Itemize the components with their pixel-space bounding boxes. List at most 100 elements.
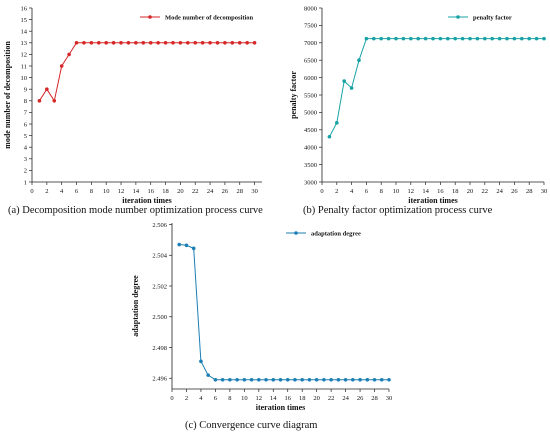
x-tick-label-b: 8 xyxy=(380,188,383,195)
data-point-b xyxy=(520,36,524,41)
data-point-c xyxy=(271,377,276,382)
x-tick-label-c: 0 xyxy=(170,395,173,402)
legend-marker-c xyxy=(294,231,298,235)
data-point-b xyxy=(431,36,435,41)
data-point-c xyxy=(372,377,377,382)
x-tick-label-a: 6 xyxy=(75,188,79,195)
y-tick-label-c: 2.502 xyxy=(152,283,167,290)
data-point-c xyxy=(220,377,225,382)
x-axis-title-b: iteration times xyxy=(408,196,458,205)
data-point-c xyxy=(293,377,297,382)
data-point-b xyxy=(401,36,406,41)
x-tick-label-c: 6 xyxy=(214,395,218,402)
y-tick-label-b: 5000 xyxy=(304,110,317,117)
data-point-b xyxy=(423,36,428,41)
data-point-c xyxy=(242,377,247,382)
data-point-a xyxy=(156,41,160,45)
y-axis-title-c: adaptation degree xyxy=(131,275,140,337)
data-point-a xyxy=(171,41,175,45)
data-point-b xyxy=(379,36,384,41)
y-tick-label-a: 4 xyxy=(24,145,28,152)
data-point-c xyxy=(314,377,319,382)
x-tick-label-b: 20 xyxy=(467,188,474,195)
data-point-b xyxy=(542,36,546,41)
data-point-b xyxy=(372,36,376,41)
x-tick-label-a: 10 xyxy=(103,188,110,195)
data-point-b xyxy=(453,36,458,41)
legend-label-b: penalty factor xyxy=(473,14,512,21)
data-point-a xyxy=(119,41,123,45)
data-point-c xyxy=(264,377,268,382)
caption-c: (c) Convergence curve diagram xyxy=(185,420,318,431)
x-tick-label-a: 24 xyxy=(207,188,214,195)
legend-marker-a xyxy=(148,15,152,19)
x-tick-label-a: 18 xyxy=(162,188,169,195)
data-point-a xyxy=(45,87,49,91)
data-point-c xyxy=(351,377,355,382)
x-tick-label-c: 30 xyxy=(386,395,393,402)
data-point-c xyxy=(177,242,182,247)
data-point-b xyxy=(446,36,450,41)
x-tick-label-b: 0 xyxy=(320,188,323,195)
y-tick-label-b: 6000 xyxy=(304,75,317,82)
data-point-c xyxy=(285,377,290,382)
x-tick-label-b: 14 xyxy=(422,188,429,195)
data-point-c xyxy=(213,377,218,382)
legend-marker-b xyxy=(456,15,460,19)
data-point-b xyxy=(357,58,361,62)
x-tick-label-a: 4 xyxy=(60,188,64,195)
y-tick-label-c: 2.504 xyxy=(152,253,167,260)
data-point-b xyxy=(490,36,495,41)
y-tick-label-a: 12 xyxy=(21,52,28,59)
y-tick-label-a: 16 xyxy=(21,5,28,12)
data-point-a xyxy=(245,41,249,45)
data-point-c xyxy=(249,377,254,382)
data-point-a xyxy=(252,41,257,45)
data-point-c xyxy=(307,377,312,382)
data-point-c xyxy=(184,243,189,248)
data-point-c xyxy=(235,377,239,382)
data-point-c xyxy=(329,377,333,382)
x-tick-label-c: 28 xyxy=(371,395,378,402)
x-tick-label-c: 2 xyxy=(185,395,188,402)
x-tick-label-a: 8 xyxy=(90,188,93,195)
data-point-a xyxy=(111,41,116,45)
data-point-a xyxy=(126,41,131,45)
data-point-a xyxy=(200,41,205,45)
x-tick-label-c: 18 xyxy=(299,395,306,402)
y-tick-label-a: 5 xyxy=(24,133,27,140)
data-point-b xyxy=(416,36,421,41)
x-tick-label-b: 10 xyxy=(393,188,400,195)
x-tick-label-a: 22 xyxy=(192,188,199,195)
y-tick-label-c: 2.496 xyxy=(152,376,167,383)
x-tick-label-a: 2 xyxy=(45,188,48,195)
data-point-a xyxy=(134,41,138,45)
x-tick-label-c: 22 xyxy=(328,395,335,402)
data-point-a xyxy=(59,64,64,68)
data-point-a xyxy=(237,41,242,45)
data-point-b xyxy=(534,36,539,41)
data-point-a xyxy=(74,41,79,45)
data-point-b xyxy=(349,86,354,90)
data-point-a xyxy=(52,99,57,103)
y-tick-label-b: 3000 xyxy=(304,179,317,186)
x-tick-label-a: 30 xyxy=(251,188,258,195)
y-tick-label-b: 4000 xyxy=(304,145,317,152)
y-tick-label-a: 9 xyxy=(24,87,27,94)
legend-label-a: Mode number of decomposition xyxy=(165,14,254,21)
data-point-b xyxy=(409,36,413,41)
data-point-b xyxy=(475,36,480,41)
x-tick-label-c: 26 xyxy=(357,395,364,402)
x-tick-label-b: 28 xyxy=(526,188,533,195)
x-tick-label-b: 24 xyxy=(496,188,503,195)
data-point-c xyxy=(257,377,261,382)
y-tick-label-a: 15 xyxy=(21,17,28,24)
y-tick-label-b: 8000 xyxy=(304,5,317,12)
data-point-c xyxy=(199,359,203,364)
series-line-b xyxy=(328,38,544,138)
data-point-b xyxy=(335,121,339,125)
y-tick-label-a: 13 xyxy=(21,40,28,47)
data-point-c xyxy=(206,373,210,377)
data-point-a xyxy=(67,52,71,57)
y-tick-label-b: 7500 xyxy=(304,23,317,30)
